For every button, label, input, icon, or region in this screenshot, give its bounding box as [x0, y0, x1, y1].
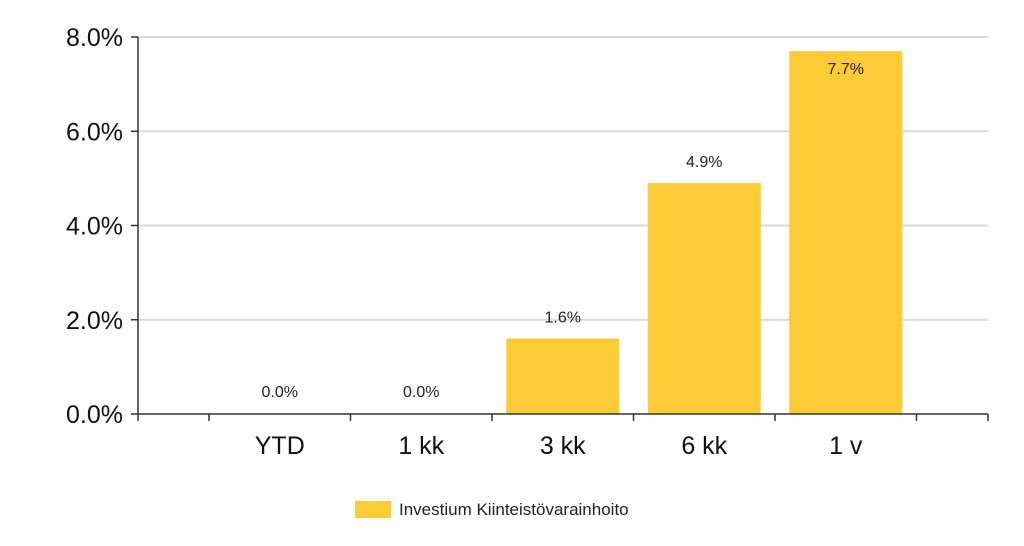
bar [789, 51, 903, 414]
x-tick-label: 6 kk [681, 432, 727, 460]
bar [647, 183, 761, 414]
legend: Investium Kiinteistövarainhoito [355, 500, 629, 519]
data-labels: 0.0% 0.0% 1.6% 4.9% 7.7% [262, 61, 864, 401]
data-label: 7.7% [828, 61, 864, 78]
y-tick-label: 2.0% [66, 307, 123, 335]
data-label: 0.0% [403, 384, 439, 401]
x-tick-label: 1 v [829, 432, 863, 460]
bar [506, 338, 620, 414]
legend-swatch [355, 501, 391, 518]
y-tick-label: 4.0% [66, 213, 123, 241]
y-tick-label: 0.0% [66, 401, 123, 429]
bars [506, 51, 903, 414]
data-label: 1.6% [545, 310, 581, 327]
y-tick-label: 8.0% [66, 24, 123, 52]
data-label: 0.0% [262, 384, 298, 401]
data-label: 4.9% [686, 154, 722, 171]
x-tick-label: 1 kk [398, 432, 444, 460]
x-tick-label: YTD [255, 432, 305, 460]
axes: 0.0% 2.0% 4.0% 6.0% 8.0% YTD 1 kk 3 kk 6 kk 1 v [66, 24, 989, 460]
y-tick-label: 6.0% [66, 118, 123, 146]
x-tick-label: 3 kk [540, 432, 586, 460]
legend-label: Investium Kiinteistövarainhoito [399, 500, 629, 519]
